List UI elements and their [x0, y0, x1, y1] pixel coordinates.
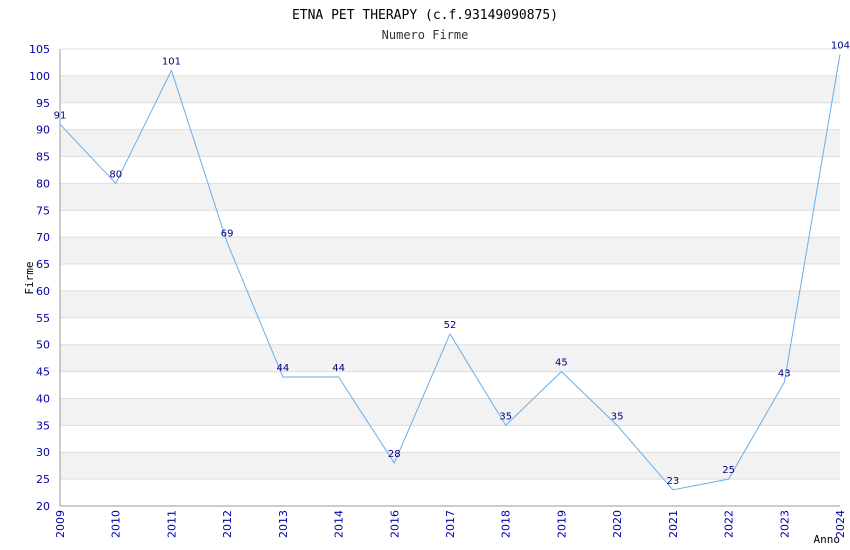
- x-tick-label: 2017: [444, 510, 457, 538]
- data-label: 28: [388, 449, 401, 460]
- data-label: 23: [666, 476, 679, 487]
- grid-band: [60, 183, 840, 211]
- y-axis-title: Firme: [23, 261, 36, 294]
- series-group: [59, 54, 841, 491]
- x-tick-label: 2019: [555, 510, 568, 538]
- data-label: 35: [611, 411, 624, 422]
- y-tick-label: 45: [36, 366, 50, 379]
- y-tick-label: 75: [36, 204, 50, 217]
- x-tick-label: 2010: [110, 510, 123, 538]
- y-tick-label: 30: [36, 446, 50, 459]
- data-label: 35: [499, 411, 512, 422]
- grid-band: [60, 452, 840, 480]
- data-label: 45: [555, 358, 568, 369]
- y-tick-label: 70: [36, 231, 50, 244]
- y-tick-label: 80: [36, 177, 50, 190]
- data-label: 44: [332, 363, 345, 374]
- data-label: 101: [162, 57, 181, 68]
- x-axis-title: Anno: [814, 533, 841, 546]
- x-tick-labels: 2009 2010 2011 2012 2013 2014 2016 2017 2018 2019…: [54, 510, 847, 538]
- data-label: 25: [722, 465, 735, 476]
- x-tick-label: 2020: [611, 510, 624, 538]
- y-tick-labels: 20 25 30 35 40 45 50 55 60 65 70 75 80 85 90 95 100 105: [29, 43, 50, 513]
- y-tick-label: 105: [29, 43, 50, 56]
- x-tick-label: 2016: [388, 510, 401, 538]
- grid-band: [60, 398, 840, 426]
- grid-band: [60, 129, 840, 157]
- data-label: 52: [444, 320, 457, 331]
- y-tick-label: 25: [36, 473, 50, 486]
- x-tick-label: 2011: [165, 510, 178, 538]
- y-tick-label: 35: [36, 419, 50, 432]
- grid-band: [60, 75, 840, 103]
- data-label: 44: [276, 363, 289, 374]
- y-tick-label: 90: [36, 124, 50, 137]
- data-label: 69: [221, 229, 234, 240]
- grid-band: [60, 290, 840, 318]
- x-tick-label: 2024: [834, 510, 847, 538]
- y-tick-label: 85: [36, 151, 50, 164]
- x-tick-label: 2013: [277, 510, 290, 538]
- grid-band: [60, 237, 840, 265]
- grid-bands: [60, 75, 840, 480]
- y-tick-label: 60: [36, 285, 50, 298]
- data-label: 104: [831, 40, 850, 51]
- grid-lines: [60, 48, 840, 507]
- y-tick-label: 95: [36, 97, 50, 110]
- chart-subtitle: Numero Firme: [382, 28, 469, 42]
- x-tick-label: 2014: [333, 510, 346, 538]
- y-tick-label: 55: [36, 312, 50, 325]
- x-tick-label: 2022: [723, 510, 736, 538]
- series-line: [59, 54, 841, 491]
- x-tick-label: 2009: [54, 510, 67, 538]
- data-label: 91: [54, 110, 67, 121]
- y-tick-label: 65: [36, 258, 50, 271]
- y-tick-label: 50: [36, 339, 50, 352]
- x-tick-label: 2012: [221, 510, 234, 538]
- x-tick-label: 2018: [500, 510, 513, 538]
- grid-band: [60, 344, 840, 372]
- x-tick-label: 2021: [667, 510, 680, 538]
- data-labels: 91 80 101 69 44 44 28 52 35 45 35 23 25 43 104: [54, 40, 850, 486]
- data-label: 43: [778, 368, 791, 379]
- x-tick-label: 2023: [778, 510, 791, 538]
- chart-title: ETNA PET THERAPY (c.f.93149090875): [292, 8, 558, 23]
- y-tick-label: 100: [29, 70, 50, 83]
- data-label: 80: [109, 169, 122, 180]
- y-tick-label: 20: [36, 500, 50, 513]
- y-tick-label: 40: [36, 392, 50, 405]
